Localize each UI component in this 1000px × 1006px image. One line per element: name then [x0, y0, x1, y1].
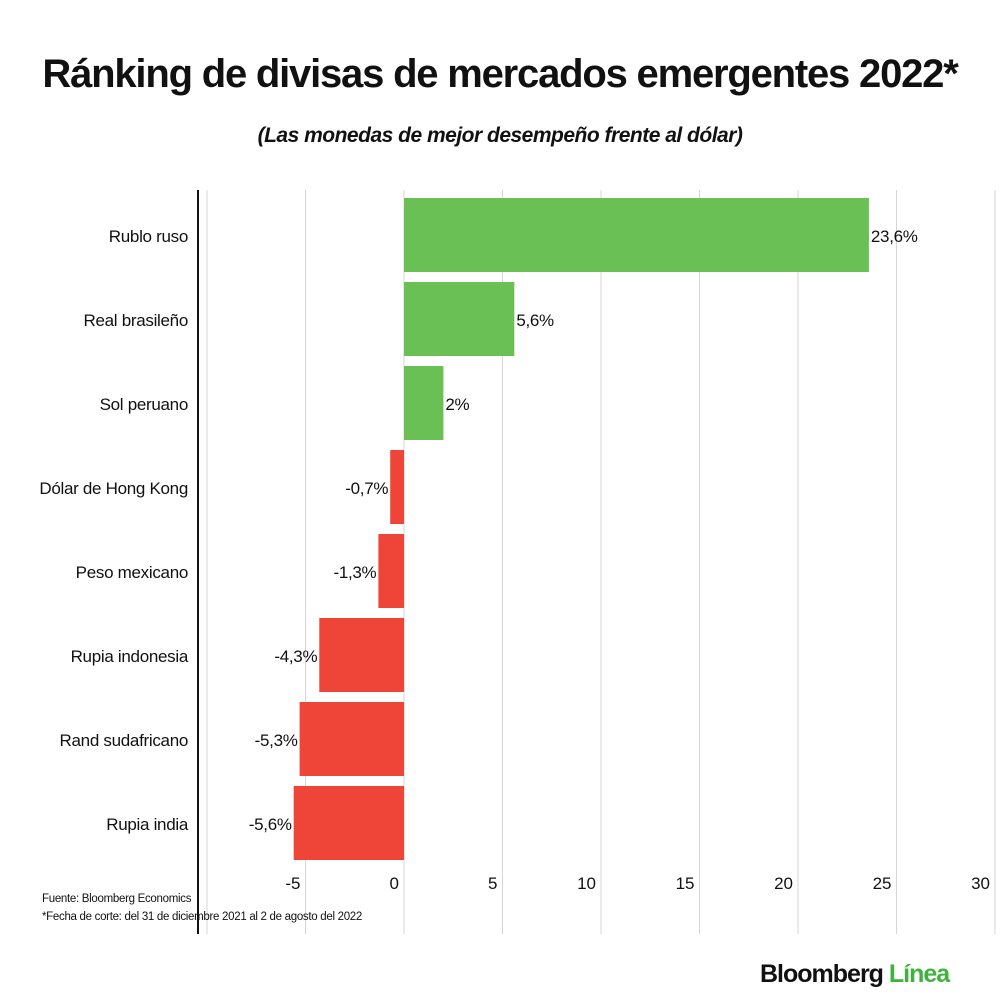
bar — [404, 282, 515, 356]
x-tick-label: 30 — [971, 874, 990, 893]
source-note: Fuente: Bloomberg Economics — [42, 893, 192, 905]
data-label: 2% — [445, 395, 469, 414]
category-label: Real brasileño — [84, 311, 188, 330]
category-label: Dólar de Hong Kong — [39, 479, 188, 498]
category-label: Sol peruano — [100, 395, 188, 414]
data-label: 5,6% — [516, 311, 554, 330]
category-label: Rupia indonesia — [71, 647, 189, 666]
x-tick-label: 5 — [488, 874, 497, 893]
x-tick-label: -5 — [285, 874, 300, 893]
data-label: -5,3% — [255, 731, 298, 750]
bar — [293, 786, 404, 860]
x-tick-label: 20 — [774, 874, 793, 893]
data-label: 23,6% — [871, 227, 918, 246]
chart-title: Ránking de divisas de mercados emergente… — [42, 52, 958, 96]
logo-brand: Bloomberg — [760, 960, 884, 988]
bar — [319, 618, 404, 692]
date-note: *Fecha de corte: del 31 de diciembre 202… — [42, 911, 362, 923]
x-tick-label: 15 — [676, 874, 695, 893]
category-label: Rand sudafricano — [60, 731, 188, 750]
bar — [404, 198, 869, 272]
bloomberg-linea-logo: Bloomberg Línea — [760, 960, 950, 989]
category-label: Rupia india — [106, 815, 189, 834]
data-label: -4,3% — [274, 647, 317, 666]
x-tick-label: 25 — [873, 874, 892, 893]
chart-subtitle: (Las monedas de mejor desempeño frente a… — [257, 124, 743, 147]
x-tick-label: 0 — [390, 874, 399, 893]
data-label: -1,3% — [333, 563, 376, 582]
data-label: -0,7% — [345, 479, 388, 498]
bar — [378, 534, 404, 608]
bar — [404, 366, 444, 440]
x-tick-label: 10 — [577, 874, 596, 893]
bar — [390, 450, 404, 524]
category-label: Rublo ruso — [109, 227, 188, 246]
logo-accent: Línea — [888, 960, 950, 988]
category-label: Peso mexicano — [76, 563, 188, 582]
bar — [299, 702, 404, 776]
data-label: -5,6% — [249, 815, 292, 834]
